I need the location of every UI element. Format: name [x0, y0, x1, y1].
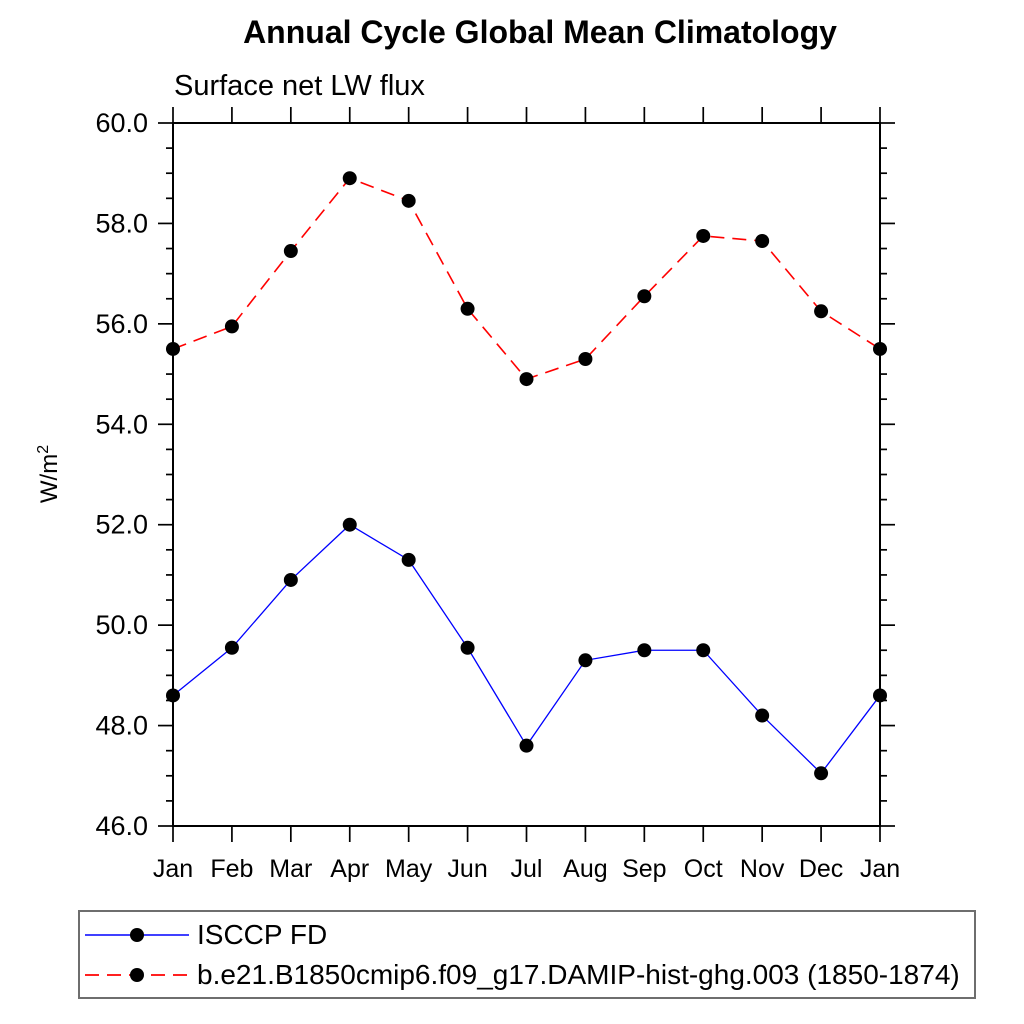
series-marker: [578, 352, 593, 367]
legend-marker: [130, 967, 144, 982]
legend: ISCCP FD b.e21.B1850cmip6.f09_g17.DAMIP-…: [78, 910, 976, 999]
series-marker: [578, 653, 593, 668]
series-marker: [401, 193, 416, 208]
x-tick-label: Aug: [563, 855, 607, 883]
legend-row-isccp: ISCCP FD: [83, 918, 974, 950]
series-line-1: [172, 177, 881, 381]
series-marker: [814, 304, 829, 319]
y-tick-label: 46.0: [95, 811, 148, 841]
series-marker: [224, 319, 239, 334]
series-marker: [283, 572, 298, 587]
series-marker: [519, 372, 534, 387]
legend-line-sample-model: [85, 967, 189, 982]
x-tick-label: Jun: [447, 855, 487, 883]
chart-title: Annual Cycle Global Mean Climatology: [243, 14, 837, 50]
x-tick-label: Mar: [269, 855, 312, 883]
series-marker: [519, 738, 534, 753]
chart-subtitle: Surface net LW flux: [174, 70, 425, 102]
y-tick-label: 56.0: [95, 309, 148, 339]
x-tick-label: Oct: [684, 855, 723, 883]
series-marker: [166, 688, 180, 703]
series-marker: [755, 708, 770, 723]
x-axis-ticks: Jan Feb Mar Apr May Jun Jul Aug Sep Oct Nov Dec Jan: [153, 107, 900, 883]
y-tick-label: 48.0: [95, 711, 148, 741]
series-marker: [814, 766, 829, 781]
series-marker: [696, 643, 711, 658]
x-tick-label: Jul: [511, 855, 543, 883]
y-tick-label: 50.0: [95, 610, 148, 640]
x-tick-label: Apr: [330, 855, 369, 883]
x-tick-label: Nov: [740, 855, 785, 883]
x-tick-label: Jan: [860, 855, 900, 883]
x-tick-label: Dec: [799, 855, 843, 883]
series-marker: [873, 688, 887, 703]
x-tick-label: Feb: [210, 855, 253, 883]
series-marker: [283, 244, 298, 259]
axis-frame: [172, 122, 881, 827]
series-marker: [224, 640, 239, 655]
y-axis-ticks: 46.0 48.0 50.0 52.0 54.0 56.0 58.0 60.0: [95, 108, 895, 841]
x-tick-label: Sep: [622, 855, 666, 883]
series-marker: [342, 517, 357, 532]
series-marker: [637, 643, 652, 658]
y-tick-label: 54.0: [95, 409, 148, 439]
legend-line-sample-isccp: [85, 927, 189, 942]
series-marker: [460, 640, 475, 655]
series-marker: [637, 289, 652, 304]
series-marker: [755, 234, 770, 249]
legend-label-model: b.e21.B1850cmip6.f09_g17.DAMIP-hist-ghg.…: [197, 958, 960, 990]
series-marker: [873, 341, 887, 356]
x-tick-label: Jan: [153, 855, 193, 883]
y-tick-label: 58.0: [95, 208, 148, 238]
x-tick-label: May: [385, 855, 433, 883]
legend-row-model: b.e21.B1850cmip6.f09_g17.DAMIP-hist-ghg.…: [83, 958, 974, 990]
series-marker: [401, 552, 416, 567]
series-marker: [696, 228, 711, 243]
series-line-0: [172, 523, 881, 775]
legend-label-isccp: ISCCP FD: [197, 918, 328, 950]
legend-marker: [130, 927, 144, 942]
plot-area: 46.0 48.0 50.0 52.0 54.0 56.0 58.0 60.0 Jan Feb Ma…: [35, 107, 900, 883]
y-axis-title: W/m2: [35, 445, 63, 503]
series-marker: [342, 171, 357, 186]
series-marker: [166, 341, 180, 356]
y-tick-label: 52.0: [95, 510, 148, 540]
y-tick-label: 60.0: [95, 108, 148, 138]
series-marker: [460, 301, 475, 316]
